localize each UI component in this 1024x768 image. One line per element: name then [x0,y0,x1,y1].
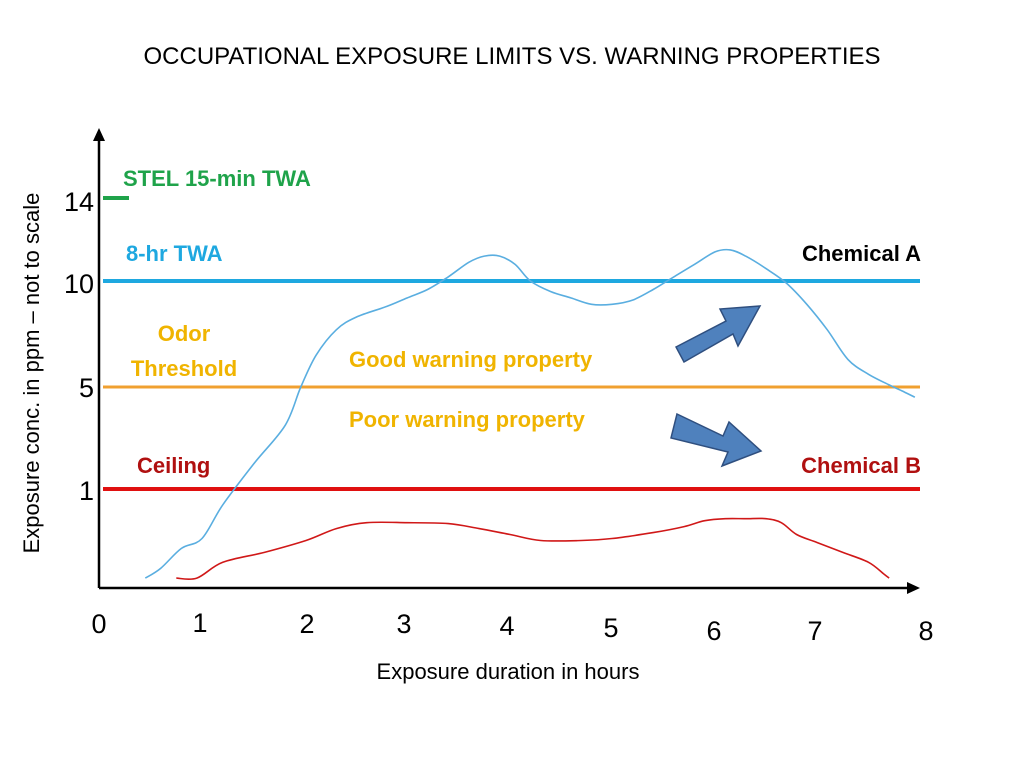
x-tick-label-8: 8 [918,616,933,646]
x-tick-label-0: 0 [91,609,106,639]
x-tick-labels: 0 1 2 3 4 5 6 7 8 [91,608,933,646]
odor-threshold-label-line-2: Threshold [131,356,237,381]
twa-label: 8-hr TWA [126,241,223,266]
y-axis-label: Exposure conc. in ppm – not to scale [19,193,44,554]
reference-line-labels: STEL 15-min TWA 8-hr TWA Odor Threshold … [123,166,311,478]
stel-label: STEL 15-min TWA [123,166,311,191]
chemical-a-label: Chemical A [802,241,921,266]
x-tick-label-3: 3 [396,609,411,639]
poor-warning-label: Poor warning property [349,407,586,432]
y-tick-label-14: 14 [64,187,94,217]
y-tick-label-1: 1 [79,476,94,506]
x-tick-label-5: 5 [603,613,618,643]
x-tick-label-7: 7 [807,616,822,646]
chart-title: OCCUPATIONAL EXPOSURE LIMITS VS. WARNING… [143,43,880,70]
x-tick-label-6: 6 [706,616,721,646]
warning-annotations: Good warning property Poor warning prope… [349,305,763,468]
series-line-0 [144,248,916,579]
y-tick-label-5: 5 [79,373,94,403]
y-tick-label-10: 10 [64,269,94,299]
x-axis-label: Exposure duration in hours [377,659,640,684]
x-tick-label-2: 2 [299,609,314,639]
arrow-up-right-icon [674,305,762,364]
chemical-b-label: Chemical B [801,453,921,478]
series-labels: Chemical A Chemical B [801,241,921,478]
x-axis [99,582,920,594]
series-layer [144,248,916,581]
series-line-1 [176,517,890,581]
y-axis-arrow-icon [93,128,105,141]
arrow-down-right-icon [670,412,763,468]
y-axis [93,128,105,588]
reference-lines [103,196,920,491]
x-tick-label-4: 4 [499,611,514,641]
x-axis-arrow-icon [907,582,920,594]
odor-threshold-label-line-1: Odor [158,321,211,346]
y-tick-labels: 14 10 5 1 [64,187,94,506]
good-warning-label: Good warning property [349,347,593,372]
ceiling-label: Ceiling [137,453,210,478]
x-tick-label-1: 1 [192,608,207,638]
